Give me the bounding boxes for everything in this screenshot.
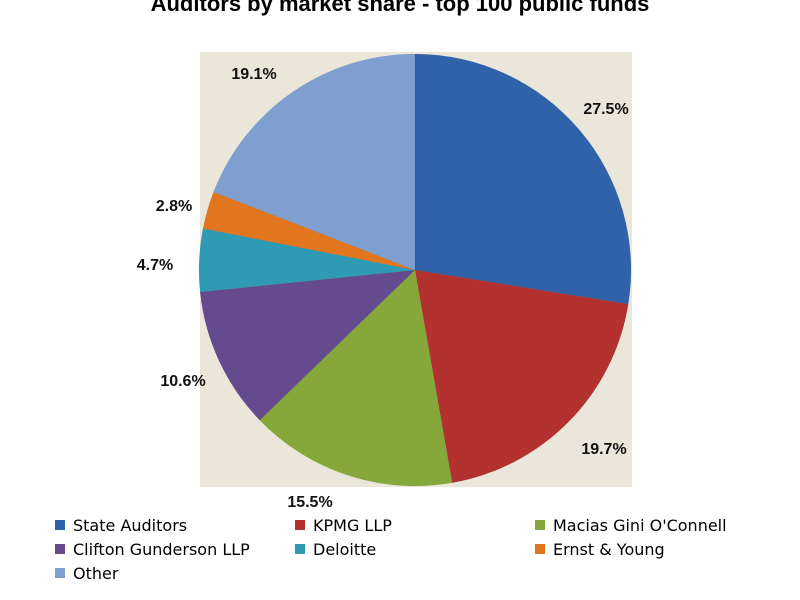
pie-slice-kpmg-llp [414, 269, 629, 484]
data-label-ernst-young: 2.8% [156, 198, 192, 215]
legend-label: State Auditors [73, 515, 188, 535]
legend-label: Deloitte [313, 539, 377, 559]
legend-swatch [55, 520, 65, 530]
legend-swatch [295, 544, 305, 554]
pie-slice-macias-gini-o-connell [259, 269, 453, 487]
legend-label: Macias Gini O'Connell [553, 515, 727, 535]
pie-slice-deloitte [198, 228, 416, 293]
data-label-deloitte: 4.7% [137, 257, 173, 274]
legend-item-other: Other [55, 563, 118, 583]
legend-swatch [55, 568, 65, 578]
pie-data-labels: 27.5% 19.7% 15.5% 10.6% 4.7% 2.8% 19.1% [137, 66, 629, 511]
legend-label: Clifton Gunderson LLP [73, 539, 250, 559]
data-label-kpmg-llp: 19.7% [581, 441, 626, 458]
legend-swatch [535, 520, 545, 530]
legend-label: Other [73, 563, 119, 583]
pie-slice-state-auditors [414, 53, 632, 305]
data-label-macias-gini-o-connell: 15.5% [287, 494, 332, 511]
legend-item-kpmg-llp: KPMG LLP [295, 515, 392, 535]
legend-swatch [55, 544, 65, 554]
legend-item-state-auditors: State Auditors [55, 515, 187, 535]
data-label-state-auditors: 27.5% [583, 101, 628, 118]
pie-slice-clifton-gunderson-llp [199, 269, 416, 421]
pie-slices [198, 53, 632, 487]
legend-swatch [295, 520, 305, 530]
data-label-clifton-gunderson-llp: 10.6% [160, 373, 205, 390]
chart-title: Auditors by market share - top 100 publi… [150, 0, 650, 16]
legend-item-macias-gini-o-connell: Macias Gini O'Connell [535, 515, 727, 535]
data-label-other: 19.1% [231, 66, 276, 83]
legend-label: Ernst & Young [553, 539, 665, 559]
pie-slice-other [213, 53, 416, 271]
legend-item-deloitte: Deloitte [295, 539, 376, 559]
legend-swatch [535, 544, 545, 554]
legend-item-ernst-young: Ernst & Young [535, 539, 665, 559]
legend-label: KPMG LLP [313, 515, 392, 535]
pie-slice-ernst-young [202, 191, 416, 271]
legend-item-clifton-gunderson-llp: Clifton Gunderson LLP [55, 539, 250, 559]
